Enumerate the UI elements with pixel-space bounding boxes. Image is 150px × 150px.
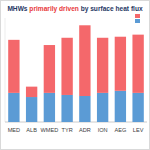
bar	[132, 93, 143, 122]
bars	[8, 25, 144, 122]
title-word: driven	[57, 5, 79, 12]
chart-border	[1, 1, 150, 150]
bar	[8, 40, 19, 93]
legend-swatch	[135, 14, 140, 18]
x-tick-label: WMED	[41, 127, 59, 133]
bar	[61, 95, 72, 122]
x-tick-label: ALB	[26, 127, 37, 133]
x-tick-label: LEV	[133, 127, 144, 133]
x-tick-label: TYR	[62, 127, 73, 133]
x-tick-label: AEG	[114, 127, 126, 133]
bar	[132, 35, 143, 93]
legend-swatch	[135, 19, 140, 23]
x-tick-label: ADR	[79, 127, 91, 133]
bar	[44, 45, 55, 93]
title-word: flux	[129, 5, 143, 12]
title: MHWs primarily driven by surface heat fl…	[7, 5, 143, 13]
title-word: by	[79, 5, 89, 13]
bar	[97, 93, 108, 122]
bar	[26, 87, 37, 97]
title-word: primarily	[28, 5, 58, 13]
legend	[135, 14, 140, 23]
x-tick-label: MED	[8, 127, 20, 133]
bar	[61, 38, 72, 95]
bar	[115, 37, 126, 91]
chart: MHWs primarily driven by surface heat fl…	[0, 0, 150, 150]
title-word: MHWs	[7, 5, 27, 12]
bar	[79, 96, 90, 122]
title-word: surface	[88, 5, 114, 12]
bar	[115, 91, 126, 122]
bar	[8, 93, 19, 122]
x-tick-label: ION	[98, 127, 108, 133]
bar	[44, 93, 55, 122]
bar	[26, 97, 37, 122]
title-word: heat	[114, 5, 130, 12]
bar	[79, 25, 90, 96]
bar	[97, 38, 108, 93]
chart-svg: MHWs primarily driven by surface heat fl…	[0, 0, 150, 150]
y-axis-line	[5, 18, 6, 122]
